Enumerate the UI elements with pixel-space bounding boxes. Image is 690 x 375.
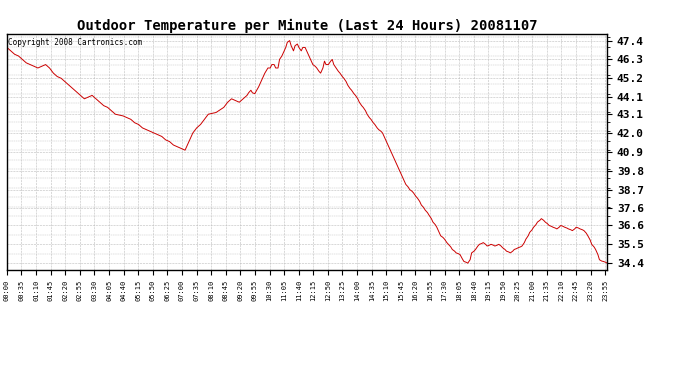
Text: Copyright 2008 Cartronics.com: Copyright 2008 Cartronics.com xyxy=(8,39,142,48)
Title: Outdoor Temperature per Minute (Last 24 Hours) 20081107: Outdoor Temperature per Minute (Last 24 … xyxy=(77,18,538,33)
